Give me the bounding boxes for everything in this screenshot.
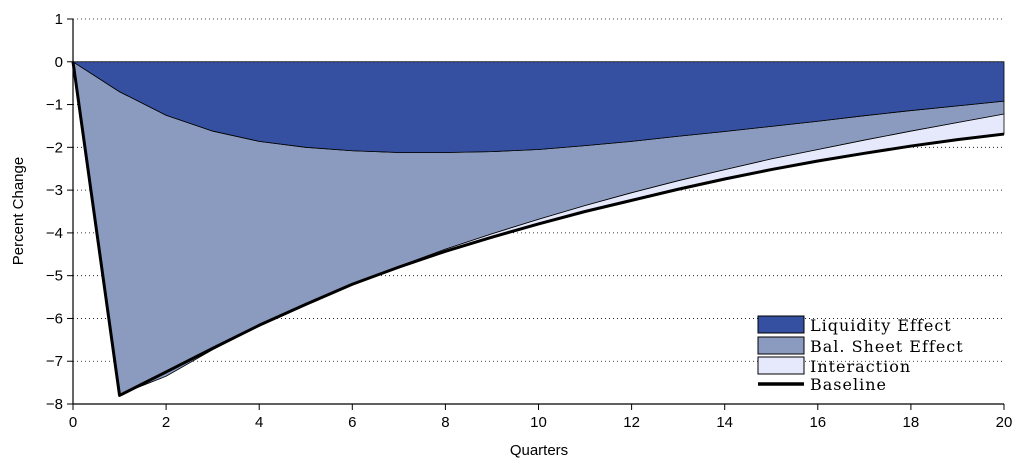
x-tick-label-8: 8 xyxy=(441,414,449,431)
y-tick-label-1: 1 xyxy=(55,11,63,28)
y-tick-label--6: −6 xyxy=(46,310,63,327)
x-tick-label-16: 16 xyxy=(809,414,826,431)
y-tick-label--4: −4 xyxy=(46,225,63,242)
legend: Liquidity Effect Bal. Sheet Effect Inter… xyxy=(757,315,964,394)
x-tick-label-10: 10 xyxy=(530,414,547,431)
x-tick-label-12: 12 xyxy=(623,414,640,431)
legend-swatch-interaction xyxy=(757,356,805,375)
y-tick-label--7: −7 xyxy=(46,353,63,370)
line-baseline xyxy=(71,61,1005,397)
y-axis-title: Percent Change xyxy=(10,157,27,265)
x-tick-label-2: 2 xyxy=(162,414,170,431)
x-tick-label-0: 0 xyxy=(69,414,77,431)
x-axis-title: Quarters xyxy=(510,442,568,459)
axes xyxy=(67,18,1005,410)
y-tick-label-0: 0 xyxy=(55,54,63,71)
y-tick-label--8: −8 xyxy=(46,396,63,413)
y-tick-label--3: −3 xyxy=(46,182,63,199)
y-tick-label--1: −1 xyxy=(46,97,63,114)
legend-swatch-bal-sheet xyxy=(757,336,805,355)
x-tick-label-6: 6 xyxy=(348,414,356,431)
legend-label-liquidity: Liquidity Effect xyxy=(810,316,952,335)
x-tick-label-20: 20 xyxy=(996,414,1013,431)
x-tick-label-14: 14 xyxy=(716,414,733,431)
legend-label-bal-sheet: Bal. Sheet Effect xyxy=(810,337,964,356)
legend-label-baseline: Baseline xyxy=(810,375,887,394)
y-tick-label--5: −5 xyxy=(46,268,63,285)
area-liquidity-effect xyxy=(71,61,1005,153)
x-tick-label-4: 4 xyxy=(255,414,263,431)
legend-label-interaction: Interaction xyxy=(810,357,911,376)
plot-lines xyxy=(71,61,1005,397)
x-tick-label-18: 18 xyxy=(903,414,920,431)
tick-labels: 10−1−2−3−4−5−6−7−80 2 4 6 8 10 12 14 16 18 20 xyxy=(46,11,1012,431)
legend-swatch-liquidity xyxy=(757,315,805,334)
y-tick-label--2: −2 xyxy=(46,139,63,156)
